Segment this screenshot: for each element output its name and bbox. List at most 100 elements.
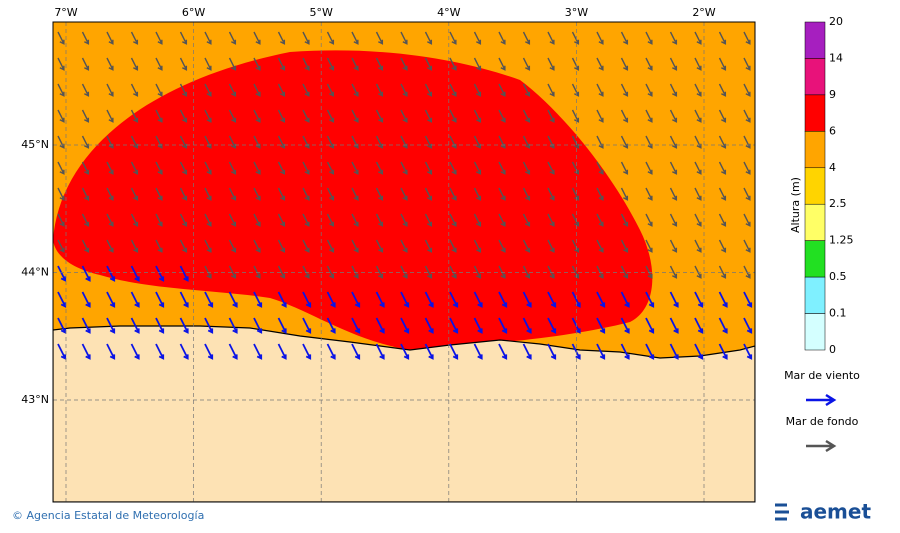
arrow (645, 31, 653, 45)
arrow (424, 187, 433, 201)
arrow (81, 291, 91, 308)
arrow (253, 343, 263, 360)
arrow (620, 57, 629, 71)
arrow (718, 265, 727, 279)
arrow (375, 57, 384, 71)
arrow (620, 83, 629, 97)
arrow (743, 109, 751, 123)
arrow (522, 343, 532, 360)
arrow (106, 109, 114, 123)
arrow (547, 83, 555, 97)
arrow (57, 31, 65, 45)
arrow (498, 213, 506, 227)
arrow (596, 343, 606, 360)
arrow (473, 57, 482, 71)
arrow (253, 57, 261, 71)
arrow (130, 213, 139, 227)
arrow (130, 161, 139, 175)
arrow (743, 31, 751, 45)
arrow (253, 187, 261, 201)
arrow (449, 31, 457, 45)
arrow (228, 31, 237, 45)
arrow (204, 239, 212, 253)
arrow (669, 31, 678, 45)
arrow (81, 317, 91, 334)
colorbar-tick: 0.5 (829, 270, 847, 283)
arrow (694, 161, 702, 175)
lon-label: 3°W (565, 6, 588, 19)
arrow (326, 213, 335, 227)
arrow (645, 109, 653, 123)
arrow (277, 83, 286, 97)
arrow (596, 317, 606, 334)
arrow (547, 343, 557, 360)
arrow (277, 161, 286, 175)
colorbar: 20 14 9 6 4 2.5 1.25 0.5 0.1 0 (804, 15, 854, 356)
arrow (326, 161, 335, 175)
lon-label: 6°W (182, 6, 205, 19)
arrow (302, 343, 312, 360)
arrow (547, 31, 555, 45)
arrow (473, 239, 482, 253)
colorbar-segment (804, 203, 826, 241)
credit: © Agencia Estatal de Meteorología (12, 509, 204, 522)
arrow (375, 291, 385, 308)
arrow (204, 161, 212, 175)
arrow (375, 213, 384, 227)
arrow (302, 161, 310, 175)
arrow (351, 31, 359, 45)
arrow (228, 109, 237, 123)
arrow (522, 109, 531, 123)
colorbar-label: Altura (m) (789, 177, 802, 233)
arrow (57, 109, 65, 123)
arrow (718, 291, 728, 308)
arrow (522, 31, 531, 45)
arrow (718, 57, 727, 71)
arrow (326, 343, 336, 360)
arrow (522, 317, 532, 334)
arrow (473, 213, 482, 227)
arrow (669, 109, 678, 123)
arrow (81, 83, 90, 97)
arrow (449, 343, 459, 360)
arrow (277, 239, 286, 253)
arrow (669, 291, 679, 308)
legend-arrow (806, 393, 837, 407)
arrow (351, 83, 359, 97)
arrow (400, 187, 408, 201)
colorbar-segment (804, 276, 826, 314)
arrow (596, 187, 604, 201)
arrow (375, 109, 384, 123)
colorbar-tick: 2.5 (829, 197, 847, 210)
arrow (204, 265, 212, 279)
arrow (253, 83, 261, 97)
arrow (743, 265, 751, 279)
arrow (596, 239, 604, 253)
arrow (473, 109, 482, 123)
arrow (204, 317, 214, 334)
arrow (155, 31, 163, 45)
arrow (204, 31, 212, 45)
arrow (449, 187, 457, 201)
arrow (253, 31, 261, 45)
arrow (302, 83, 310, 97)
arrow (375, 161, 384, 175)
colorbar-tick: 14 (829, 51, 843, 64)
arrow (253, 109, 261, 123)
arrow (424, 239, 433, 253)
arrow (204, 57, 212, 71)
arrow (155, 239, 163, 253)
arrow (179, 343, 189, 360)
arrow (718, 109, 727, 123)
arrow (571, 31, 580, 45)
arrow (228, 57, 237, 71)
legend: Mar de viento Mar de fondo (784, 369, 860, 453)
arrow (302, 187, 310, 201)
arrow (743, 343, 753, 360)
arrow (473, 161, 482, 175)
arrow (547, 213, 555, 227)
arrow (81, 57, 90, 71)
arrow (179, 239, 188, 253)
arrow (179, 187, 188, 201)
arrow (81, 161, 90, 175)
